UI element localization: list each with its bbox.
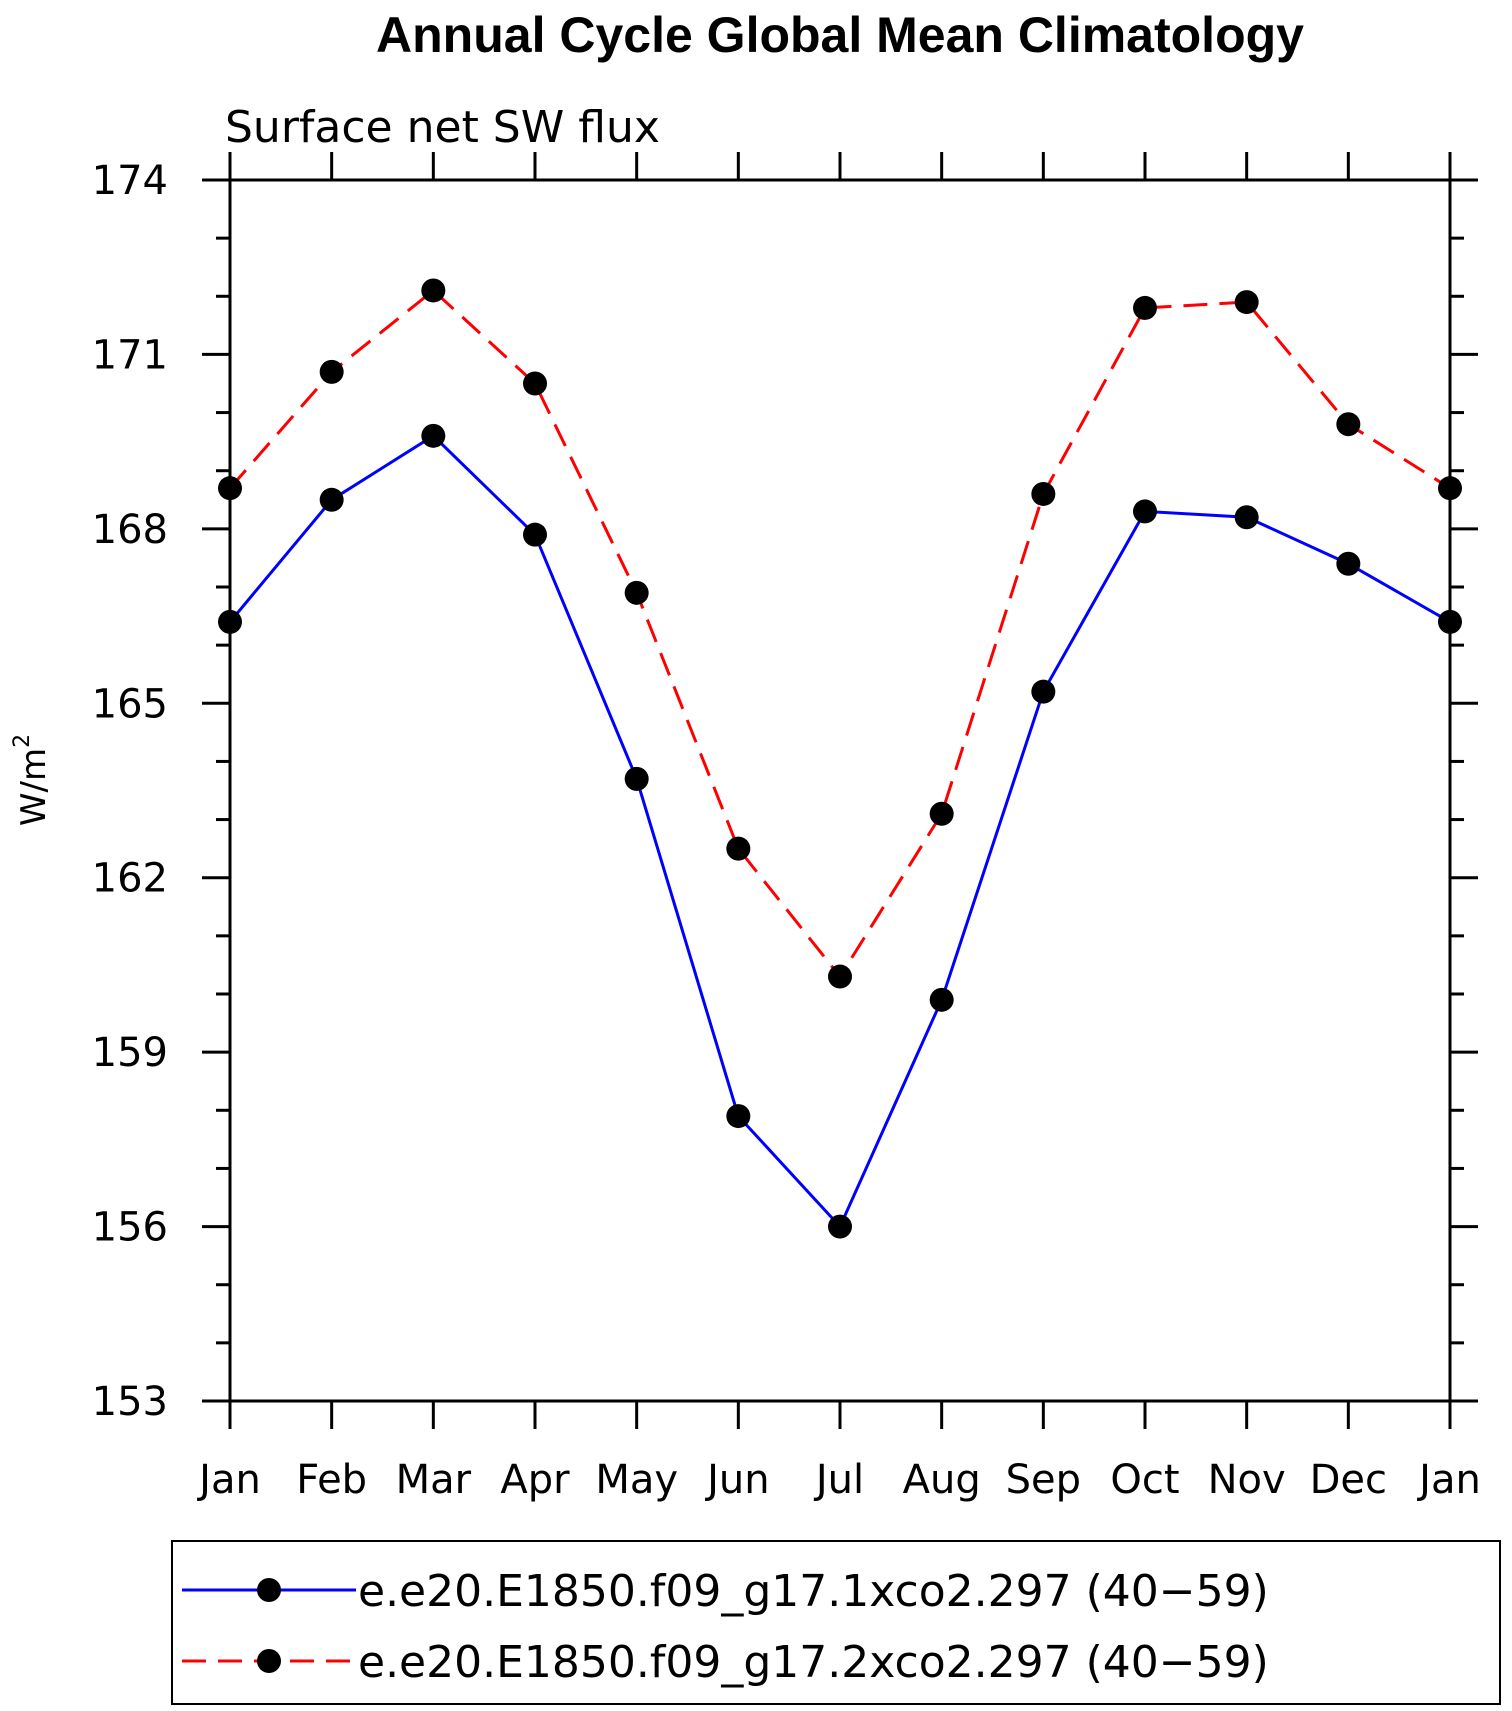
data-point — [828, 1214, 852, 1239]
y-tick-label: 171 — [92, 332, 168, 378]
data-point — [1438, 609, 1462, 634]
legend-label: e.e20.E1850.f09_g17.1xco2.297 (40−59) — [358, 1566, 1269, 1617]
legend-item-2: e.e20.E1850.f09_g17.2xco2.297 (40−59) — [182, 1637, 1269, 1688]
data-point — [523, 522, 547, 547]
x-tick-label: Aug — [903, 1457, 981, 1503]
data-point — [624, 766, 649, 791]
data-point — [421, 423, 446, 448]
y-axis-label-unit: W/m — [14, 748, 54, 826]
x-tick-label: Dec — [1310, 1457, 1387, 1503]
data-point — [726, 836, 751, 861]
data-point — [929, 987, 954, 1012]
legend: e.e20.E1850.f09_g17.1xco2.297 (40−59) e.e… — [171, 1540, 1501, 1705]
data-point — [726, 1104, 751, 1129]
legend-label: e.e20.E1850.f09_g17.2xco2.297 (40−59) — [358, 1637, 1269, 1688]
y-tick-label: 165 — [92, 681, 168, 727]
x-tick-label: Nov — [1208, 1457, 1286, 1503]
x-tick-label: Mar — [396, 1457, 472, 1503]
data-point — [1031, 679, 1056, 704]
axes: 153 156 159 162 165 168 171 174 Jan Feb Mar Apr May J… — [92, 152, 1481, 1503]
x-tick-label: Jun — [704, 1457, 770, 1503]
data-point — [1234, 505, 1259, 530]
chart-subtitle: Surface net SW flux — [225, 102, 660, 153]
y-tick-label: 156 — [92, 1205, 168, 1251]
y-axis-label: W/m2 — [10, 734, 54, 826]
legend-marker — [257, 1649, 281, 1673]
series-1 — [218, 423, 1462, 1239]
x-tick-label: Sep — [1006, 1457, 1081, 1503]
data-point — [523, 371, 547, 396]
chart-title: Annual Cycle Global Mean Climatology — [376, 7, 1304, 63]
legend-marker — [257, 1578, 281, 1602]
data-point — [624, 580, 649, 605]
data-point — [1133, 499, 1157, 524]
series-2 — [218, 278, 1462, 989]
data-point — [319, 359, 344, 384]
x-tick-label: May — [595, 1457, 678, 1503]
data-point — [319, 487, 344, 512]
y-tick-label: 174 — [92, 158, 168, 204]
x-tick-label: Apr — [500, 1457, 570, 1503]
x-tick-label: Oct — [1110, 1457, 1179, 1503]
x-tick-label: Jan — [1416, 1457, 1481, 1503]
data-point — [1031, 481, 1056, 506]
legend-box — [171, 1540, 1501, 1705]
data-point — [1234, 290, 1259, 315]
y-tick-label: 153 — [92, 1379, 168, 1425]
x-tick-label: Jan — [196, 1457, 261, 1503]
y-tick-label: 162 — [92, 856, 168, 902]
legend-item-1: e.e20.E1850.f09_g17.1xco2.297 (40−59) — [182, 1566, 1269, 1617]
data-point — [218, 609, 242, 634]
data-point — [421, 278, 446, 303]
data-point — [1438, 476, 1462, 501]
data-point — [218, 476, 242, 501]
y-tick-label: 159 — [92, 1030, 168, 1076]
data-point — [1336, 551, 1361, 576]
data-point — [1133, 295, 1157, 320]
series-layer — [218, 278, 1462, 1239]
data-point — [929, 801, 954, 826]
data-point — [828, 964, 852, 989]
series-line — [228, 288, 1451, 980]
x-tick-label: Feb — [296, 1457, 367, 1503]
series-line — [228, 433, 1451, 1230]
y-axis-label-superscript: 2 — [10, 734, 35, 748]
x-tick-label: Jul — [813, 1457, 864, 1503]
data-point — [1336, 412, 1361, 437]
y-tick-label: 168 — [92, 507, 168, 553]
